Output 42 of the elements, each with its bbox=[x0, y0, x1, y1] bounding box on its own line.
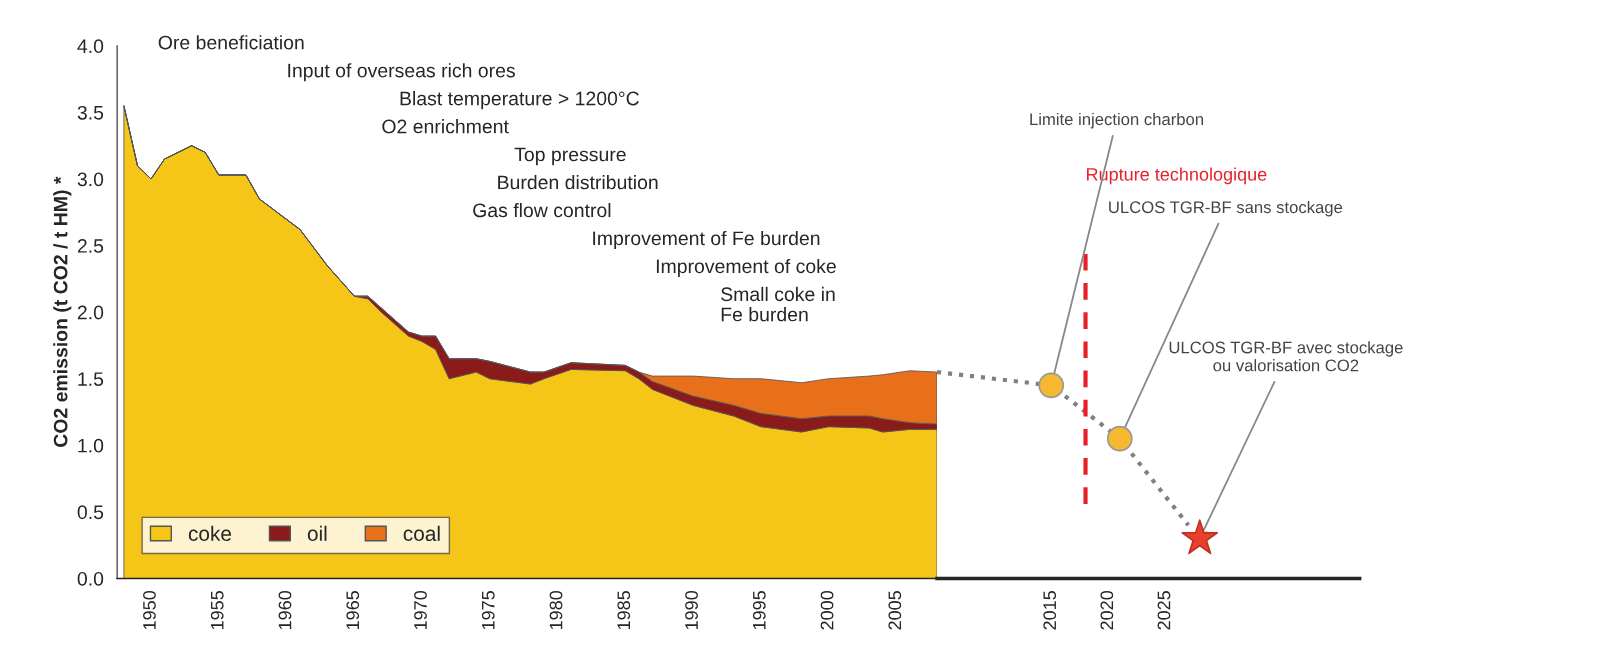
y-tick-label: 3.0 bbox=[77, 172, 104, 187]
y-tick-label: 3.5 bbox=[77, 105, 104, 120]
annotation: O2 enrichment bbox=[382, 119, 509, 134]
annotation: Top pressure bbox=[514, 147, 626, 166]
annotation: Gas flow control bbox=[473, 202, 611, 218]
x-tick-label: 2025 bbox=[1157, 591, 1171, 630]
x-tick-label: 1985 bbox=[617, 591, 631, 630]
legend-label: coal bbox=[403, 525, 440, 542]
y-tick-label: 0.5 bbox=[77, 505, 104, 520]
x-tick-label: 1970 bbox=[414, 590, 427, 630]
ref-line-label: Rupture technologique bbox=[1087, 167, 1267, 185]
x-tick-label: 2005 bbox=[888, 591, 902, 630]
y-axis-title: CO2 emission (t CO2 / t HM) * bbox=[53, 176, 72, 447]
x-tick-label: 1995 bbox=[752, 591, 766, 630]
x-tick-label: 1975 bbox=[481, 591, 495, 630]
annotation: Ore beneficiation bbox=[158, 35, 304, 50]
annotation: Blast temperature > 1200°C bbox=[400, 91, 639, 110]
x-tick-label: 1980 bbox=[549, 590, 563, 630]
x-tick-label: 1990 bbox=[685, 590, 698, 630]
x-tick-label: 1950 bbox=[143, 590, 156, 630]
y-tick-label: 2.0 bbox=[77, 305, 104, 320]
annotation: Limite injection charbon bbox=[1030, 112, 1203, 129]
y-tick-label: 1.5 bbox=[78, 372, 104, 386]
annotation: ULCOS TGR-BF sans stockage bbox=[1109, 200, 1343, 217]
x-tick-label: 2020 bbox=[1100, 590, 1114, 630]
legend-label: oil bbox=[307, 525, 327, 542]
annotation: Input of overseas rich ores bbox=[288, 63, 515, 82]
x-tick-label: 2000 bbox=[820, 590, 834, 630]
y-tick-label: 4.0 bbox=[77, 39, 104, 54]
annotation: Improvement of coke bbox=[656, 258, 836, 278]
y-tick-label: 1.0 bbox=[78, 438, 104, 453]
x-tick-label: 2015 bbox=[1043, 591, 1057, 630]
annotation: ULCOS TGR-BF avec stockage ou valorisation CO2 bbox=[1169, 341, 1403, 372]
annotation: Small coke in Fe burden bbox=[721, 286, 835, 322]
x-tick-label: 1965 bbox=[346, 591, 360, 630]
x-tick-label: 1960 bbox=[278, 590, 292, 630]
y-tick-label: 2.5 bbox=[77, 239, 104, 253]
annotation: Burden distribution bbox=[498, 174, 658, 190]
y-tick-label: 0.0 bbox=[77, 571, 104, 586]
annotation: Improvement of Fe burden bbox=[593, 230, 820, 250]
x-tick-label: 1955 bbox=[210, 591, 224, 630]
legend-label: coke bbox=[188, 525, 232, 542]
